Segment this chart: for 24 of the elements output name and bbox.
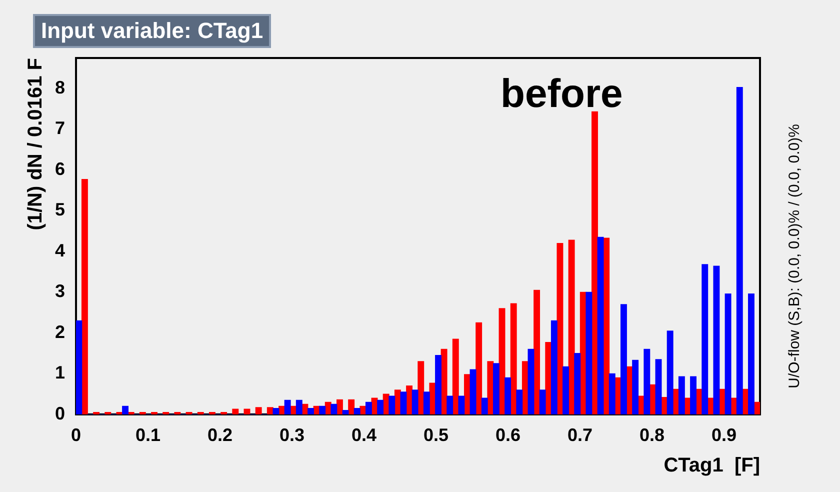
y-tick-label: 3	[54, 281, 66, 302]
x-tick-label: 0.8	[639, 425, 665, 446]
x-tick-label: 0.2	[207, 425, 233, 446]
chart-title: Input variable: CTag1	[33, 14, 272, 48]
x-tick-label: 0.7	[567, 425, 593, 446]
y-tick-label: 7	[54, 118, 66, 138]
x-tick-label: 0.6	[495, 425, 521, 446]
y-tick-label: 5	[54, 200, 66, 220]
x-tick-label: 0.5	[423, 425, 449, 446]
x-tick-label: 0.9	[711, 425, 737, 446]
x-axis-title: CTag1 [F]	[664, 454, 760, 477]
annotation: before	[500, 72, 623, 116]
y-tick-label: 2	[54, 322, 66, 342]
x-tick-label: 0.3	[279, 425, 305, 446]
y-axis-title: (1/N) dN / 0.0161 F	[24, 58, 47, 230]
y-tick-label: 0	[54, 403, 66, 424]
x-tick-label: 0.1	[135, 425, 161, 446]
y-tick-label: 6	[54, 158, 66, 179]
x-tick-label: 0.4	[351, 425, 377, 446]
y-tick-label: 1	[54, 362, 66, 383]
x-tick-label: 0	[71, 425, 82, 446]
y-tick-label: 4	[54, 240, 66, 260]
text: U/O-flow (S,B): (0.0, 0.0)% / (0.0, 0.0)%	[786, 124, 804, 388]
y-tick-label: 8	[54, 78, 66, 98]
